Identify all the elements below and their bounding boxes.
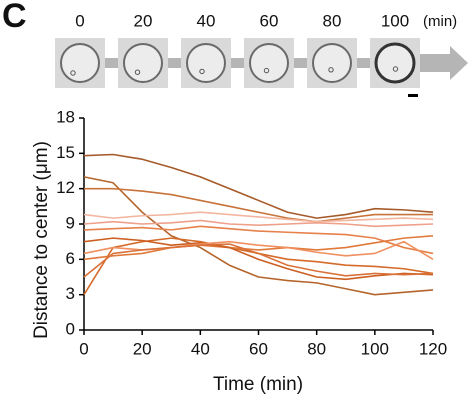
connector xyxy=(105,58,118,68)
series-line xyxy=(83,225,434,255)
x-tick-label: 0 xyxy=(79,339,88,358)
droplet xyxy=(60,43,100,83)
droplet xyxy=(374,42,416,84)
y-axis-label: Distance to center (μm) xyxy=(31,141,52,339)
time-label: 80 xyxy=(323,11,342,30)
connector xyxy=(294,58,307,68)
series-line xyxy=(83,211,434,223)
y-tick-label: 0 xyxy=(66,319,75,338)
x-tick-label: 20 xyxy=(133,339,152,358)
connector xyxy=(357,58,370,68)
particle xyxy=(392,66,399,72)
droplet xyxy=(123,43,163,83)
droplet xyxy=(312,43,352,83)
particle xyxy=(199,68,205,75)
series-line xyxy=(83,234,434,261)
x-tick-label: 60 xyxy=(249,339,268,358)
particle xyxy=(263,67,270,74)
time-label: 100 xyxy=(381,11,409,30)
particle xyxy=(134,69,141,75)
series-line xyxy=(83,237,434,296)
x-tick-label: 120 xyxy=(419,339,447,358)
connector xyxy=(231,58,244,68)
time-arrow xyxy=(420,46,468,80)
time-label: 20 xyxy=(134,11,153,30)
y-tick-label: 3 xyxy=(66,284,75,303)
series-line xyxy=(83,176,434,296)
scale-bar xyxy=(408,94,418,97)
connector xyxy=(168,58,181,68)
time-label: 40 xyxy=(197,11,216,30)
time-label: 60 xyxy=(260,11,279,30)
y-tick-label: 6 xyxy=(66,249,75,268)
y-tick-label: 12 xyxy=(56,178,75,197)
x-tick-label: 40 xyxy=(191,339,210,358)
series-line xyxy=(83,243,434,278)
time-unit: (min) xyxy=(423,13,457,30)
particle xyxy=(70,70,76,76)
series-line xyxy=(83,153,434,219)
series-line xyxy=(83,237,434,281)
y-tick-label: 9 xyxy=(66,213,75,232)
time-label: 0 xyxy=(75,11,84,30)
x-axis-label: Time (min) xyxy=(213,374,303,395)
y-tick-label: 18 xyxy=(56,107,75,126)
series-line xyxy=(83,219,434,228)
panel-label: C xyxy=(2,0,27,35)
series-line xyxy=(84,187,433,223)
x-tick-label: 100 xyxy=(361,339,389,358)
y-tick-label: 15 xyxy=(56,143,75,162)
x-tick-label: 80 xyxy=(307,339,326,358)
droplet xyxy=(249,43,289,83)
particle xyxy=(328,67,334,73)
droplet xyxy=(186,43,226,83)
